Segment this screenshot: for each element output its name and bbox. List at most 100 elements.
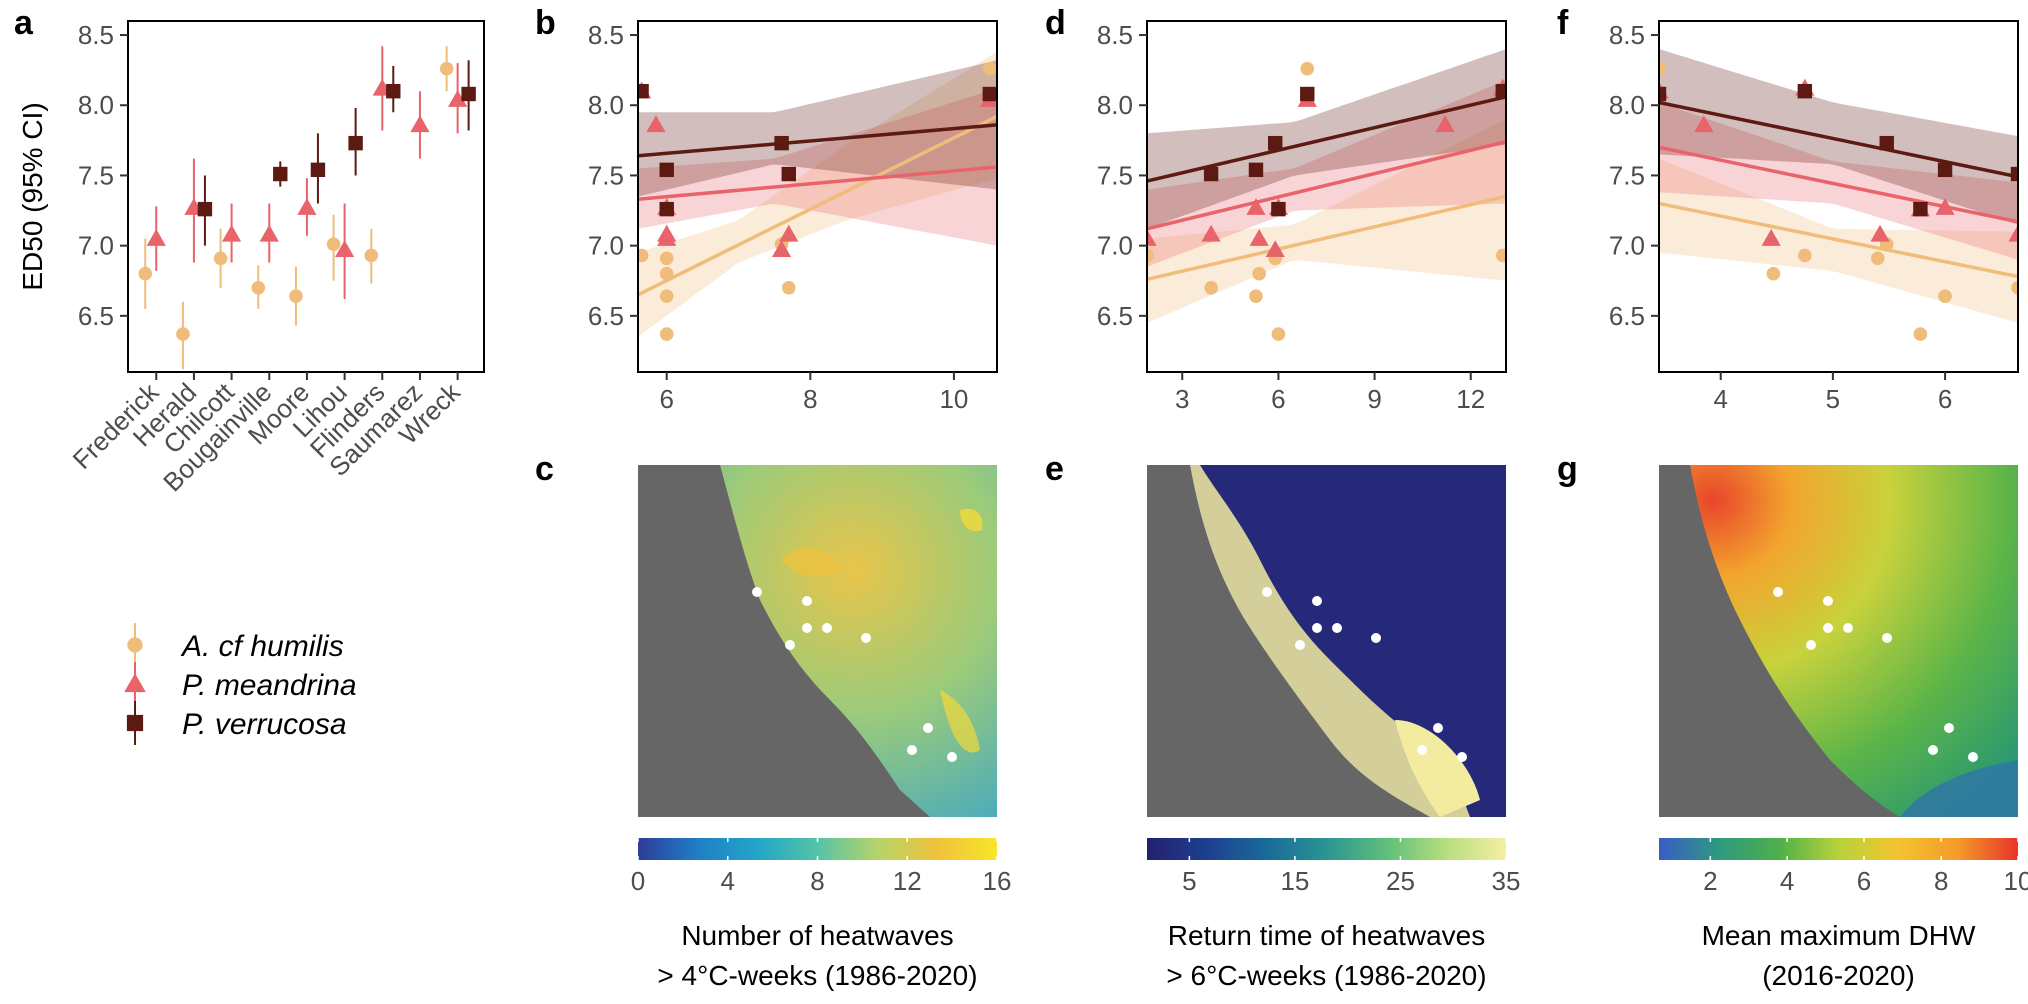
data-point — [310, 162, 326, 178]
data-point — [1435, 115, 1455, 133]
ytick-label: 7.0 — [1097, 231, 1133, 261]
data-point — [1300, 61, 1315, 76]
panel-label-e: e — [1045, 450, 1064, 488]
panel-d-scatter: 6.5 7.0 7.5 8.0 8.5 3 6 9 12 — [1097, 20, 1507, 414]
data-point — [781, 280, 796, 295]
data-point — [138, 266, 153, 281]
data-point — [638, 248, 649, 263]
xtick-label: 5 — [1826, 384, 1840, 414]
regression-line — [1659, 100, 2018, 179]
colorbar-tick-label: 8 — [1934, 866, 1948, 896]
colorbar-g: 2 4 6 8 10 Mean maximum DHW (2016-2020) — [1659, 838, 2028, 991]
data-point — [1937, 162, 1953, 178]
plot-background — [638, 21, 997, 372]
data-point — [781, 166, 796, 182]
data-point — [1203, 166, 1219, 182]
data-point — [1248, 162, 1264, 178]
ytick-label: 7.5 — [588, 160, 624, 190]
data-point — [297, 198, 317, 215]
xtick-label: 6 — [659, 384, 673, 414]
legend-item: P. meandrina — [124, 662, 357, 706]
data-point — [1268, 135, 1283, 151]
colorbar-tick-label: 6 — [1857, 866, 1871, 896]
ytick-label: 7.5 — [78, 160, 114, 190]
data-point — [772, 240, 792, 258]
ytick-label: 8.0 — [78, 90, 114, 120]
colorbar-tick-label: 35 — [1492, 866, 1521, 896]
ytick-label: 8.5 — [1609, 20, 1645, 50]
data-point — [1271, 327, 1286, 341]
data-point — [364, 248, 379, 263]
species-legend: A. cf humilis P. meandrina P. verrucosa — [124, 623, 357, 745]
data-point — [146, 229, 166, 246]
colorbar-tick-label: 8 — [810, 866, 824, 896]
data-point — [335, 240, 355, 258]
data-point — [659, 201, 674, 217]
data-point — [386, 84, 401, 99]
colorbar-gradient — [638, 838, 997, 860]
data-point — [2010, 166, 2018, 182]
map-e-return-time — [1147, 465, 1506, 817]
data-point — [1879, 135, 1894, 151]
ytick-label: 6.5 — [1609, 301, 1645, 331]
confidence-band — [1147, 119, 1506, 323]
colorbar-tick-label: 4 — [1780, 866, 1794, 896]
map-g-mean-max-dhw — [1659, 465, 2018, 817]
data-point — [657, 229, 677, 246]
panel-label-c: c — [535, 450, 554, 488]
legend-marker — [127, 637, 143, 653]
data-point — [1913, 201, 1928, 217]
colorbar-tick-label: 5 — [1182, 866, 1196, 896]
data-point — [1265, 240, 1285, 258]
colorbar-title-line2: > 6°C-weeks (1986-2020) — [1166, 960, 1486, 991]
colorbar-title-line1: Number of heatwaves — [681, 920, 953, 951]
data-point — [1271, 201, 1286, 217]
colorbar-gradient — [1147, 838, 1506, 860]
ytick-label: 7.5 — [1097, 160, 1133, 190]
colorbar-tick-label: 4 — [721, 866, 735, 896]
xtick-label: 8 — [803, 384, 817, 414]
data-point — [176, 327, 190, 341]
ytick-label: 8.0 — [588, 90, 624, 120]
ytick-label: 8.5 — [78, 20, 114, 50]
legend-label: A. cf humilis — [180, 630, 344, 663]
legend-item: P. verrucosa — [126, 701, 347, 745]
confidence-band — [1659, 49, 2018, 225]
ytick-label: 8.5 — [588, 20, 624, 50]
data-point — [289, 289, 303, 303]
ytick-label: 8.0 — [1097, 90, 1133, 120]
data-point — [439, 61, 454, 76]
panel-label-a: a — [14, 4, 34, 42]
ytick-label: 7.0 — [1609, 231, 1645, 261]
data-point — [1300, 86, 1315, 102]
data-point — [2008, 224, 2018, 242]
panel-label-f: f — [1557, 4, 1569, 42]
colorbar-tick-label: 12 — [893, 866, 922, 896]
regression-line — [1659, 201, 2018, 279]
panel-label-g: g — [1557, 450, 1578, 488]
ytick-label: 6.5 — [588, 301, 624, 331]
ytick-label: 6.5 — [1097, 301, 1133, 331]
legend-marker — [124, 673, 146, 693]
panel-frame — [637, 20, 998, 373]
data-point — [1659, 61, 1666, 76]
data-point — [1935, 198, 1955, 215]
xtick-label: 6 — [1271, 384, 1285, 414]
xtick-label: 4 — [1713, 384, 1727, 414]
data-point — [410, 115, 430, 133]
data-point — [1249, 229, 1269, 246]
ytick-label: 6.5 — [78, 301, 114, 331]
colorbar-c: 0 4 8 12 16 Number of heatwaves > 4°C-weeks (1… — [631, 838, 1011, 991]
legend-marker — [126, 714, 144, 732]
data-point — [1694, 115, 1714, 133]
panel-b-scatter: 6.5 7.0 7.5 8.0 8.5 6 8 10 — [588, 20, 998, 414]
data-point — [1870, 251, 1885, 266]
map-e-site-markers — [1262, 587, 1467, 762]
regression-line — [1147, 140, 1506, 231]
data-point — [1246, 198, 1266, 215]
colorbar-tick-label: 0 — [631, 866, 645, 896]
data-point — [1798, 248, 1812, 263]
ytick-label: 7.0 — [78, 231, 114, 261]
data-point — [982, 86, 997, 102]
